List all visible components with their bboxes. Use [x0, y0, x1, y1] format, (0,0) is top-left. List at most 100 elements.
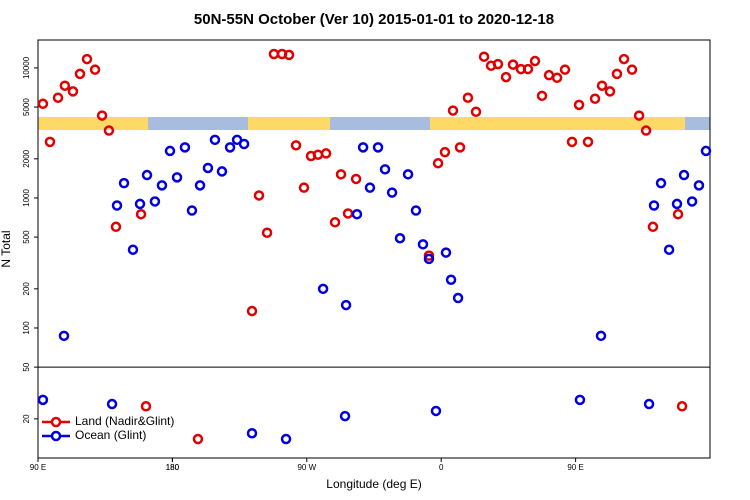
point	[454, 142, 466, 153]
point	[224, 142, 236, 153]
land-ocean-band	[38, 117, 710, 130]
point	[462, 92, 474, 103]
point	[111, 200, 123, 211]
point	[52, 92, 64, 103]
point	[573, 99, 585, 111]
point	[647, 221, 659, 233]
point	[611, 68, 623, 80]
point	[37, 98, 49, 110]
point	[440, 247, 452, 258]
point	[351, 208, 363, 220]
point	[135, 208, 147, 220]
point	[500, 71, 512, 83]
point	[663, 244, 675, 255]
point	[633, 110, 645, 121]
y-tick-label: 10000	[22, 56, 31, 79]
point	[394, 232, 406, 244]
point	[317, 283, 329, 295]
point	[430, 405, 442, 417]
point	[439, 146, 451, 158]
point	[127, 244, 139, 255]
x-axis-label: Longitude (deg E)	[326, 477, 421, 491]
point	[216, 166, 228, 177]
point	[209, 134, 221, 146]
point	[118, 177, 130, 189]
point	[447, 105, 459, 116]
point	[192, 433, 204, 445]
point	[672, 208, 684, 220]
point	[320, 148, 332, 159]
point	[423, 253, 435, 265]
point	[261, 227, 273, 239]
point	[452, 292, 464, 304]
point	[140, 401, 152, 412]
point	[372, 142, 384, 153]
point	[640, 125, 652, 136]
point	[350, 173, 362, 185]
x-tick-label: 180	[166, 463, 180, 472]
ocean-band	[148, 117, 248, 130]
point	[268, 48, 280, 60]
point	[74, 68, 86, 80]
point	[582, 136, 594, 148]
point	[589, 93, 601, 104]
point	[37, 394, 49, 406]
point	[604, 86, 616, 97]
point	[574, 394, 586, 406]
point	[179, 142, 191, 153]
legend-marker	[50, 430, 62, 442]
point	[693, 180, 705, 191]
y-axis-label: N Total	[0, 230, 13, 267]
point	[335, 169, 347, 180]
point	[536, 90, 548, 102]
point	[445, 274, 457, 285]
x-tick-label: 90 E	[567, 463, 583, 472]
point	[58, 330, 70, 342]
point	[283, 49, 295, 61]
point	[643, 398, 655, 410]
chart-title: 50N-55N October (Ver 10) 2015-01-01 to 2…	[194, 11, 554, 28]
point	[298, 182, 310, 193]
point	[626, 64, 638, 75]
point	[678, 169, 690, 181]
point	[402, 169, 414, 180]
point	[44, 136, 56, 148]
point	[507, 59, 519, 70]
point	[432, 157, 444, 169]
point	[280, 433, 292, 445]
point	[81, 53, 93, 65]
point	[342, 208, 354, 219]
point	[253, 190, 265, 201]
point	[329, 217, 341, 228]
point	[59, 80, 71, 91]
point	[559, 64, 571, 75]
point	[543, 69, 555, 81]
point	[522, 63, 534, 75]
point	[141, 169, 153, 181]
point	[246, 428, 258, 439]
point	[596, 80, 608, 91]
ocean-band	[330, 117, 430, 130]
point	[96, 110, 108, 121]
point	[648, 200, 660, 211]
point	[671, 198, 683, 210]
point	[700, 145, 712, 157]
legend-label: Ocean (Glint)	[75, 428, 146, 442]
point	[618, 53, 630, 65]
point	[246, 305, 258, 317]
point	[386, 187, 398, 198]
y-tick-label: 5000	[22, 98, 31, 116]
x-tick-label: 180	[166, 463, 180, 472]
point	[595, 330, 607, 342]
point	[171, 172, 183, 183]
point	[478, 51, 490, 62]
point	[194, 180, 206, 191]
y-tick-label: 2000	[22, 149, 31, 167]
point	[103, 125, 115, 136]
point	[339, 410, 351, 422]
legend-marker	[50, 416, 62, 428]
point	[551, 72, 563, 84]
y-tick-label: 50	[22, 362, 31, 371]
point	[149, 196, 161, 207]
